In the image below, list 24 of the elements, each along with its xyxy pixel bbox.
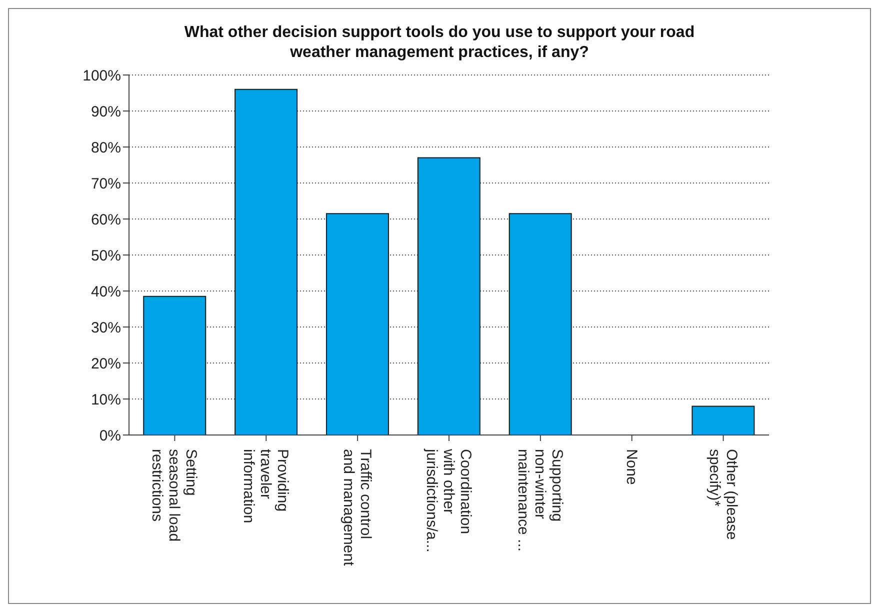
bar [143,296,206,435]
x-tick-label: Providing traveler information [240,449,292,524]
x-tick-label: None [622,449,640,485]
bar [234,88,298,435]
y-tick-label: 90% [90,103,121,120]
y-tick-label: 70% [90,175,121,192]
bar [417,157,480,435]
y-tick-label: 40% [90,283,121,300]
chart-title: What other decision support tools do you use to support your road weather management practices, if any? [183,23,696,63]
y-tick-label: 0% [99,427,121,444]
x-tick-label: Coordination with other jurisdictions/a... [423,448,474,552]
y-tick-label: 20% [90,355,121,372]
x-tick-label: Setting seasonal load restrictions [148,449,200,542]
bar [508,213,572,435]
y-tick-label: 60% [90,211,121,228]
bar [326,213,389,435]
bar [692,406,755,435]
y-tick-label: 50% [90,247,121,264]
x-tick-label: Other (please specify)* [706,449,740,540]
y-tick-label: 100% [82,67,121,84]
x-tick-label: Supporting non-winter maintenance ... [514,449,566,552]
y-tick-label: 80% [90,139,121,156]
y-tick-label: 10% [90,391,121,408]
y-tick-label: 30% [90,319,121,336]
